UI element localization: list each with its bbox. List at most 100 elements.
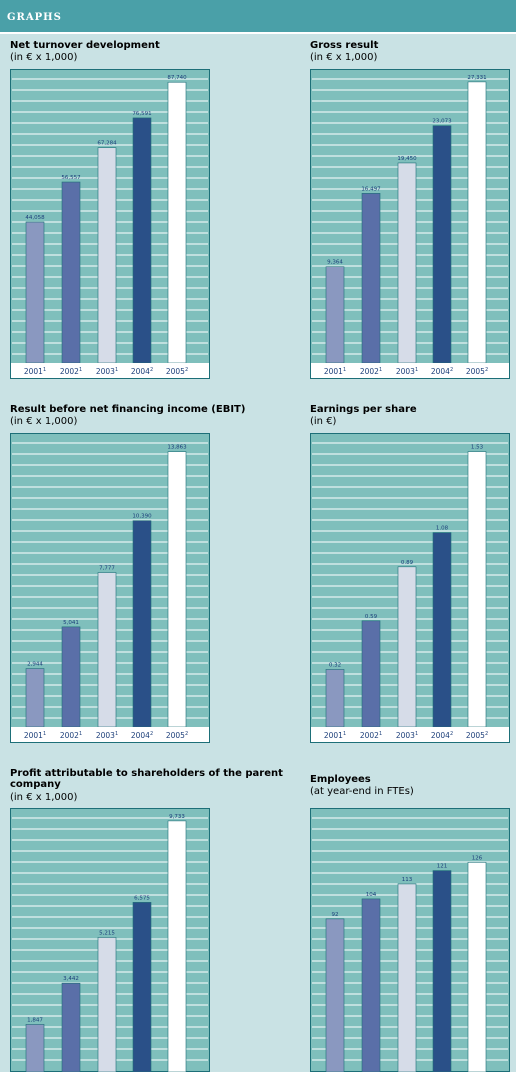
x-tick-superscript: 2 (150, 731, 153, 737)
x-tick-superscript: 2 (450, 731, 453, 737)
bar-2001 (325, 669, 345, 728)
bar-2004 (132, 117, 152, 364)
x-tick-superscript: 1 (79, 731, 82, 737)
bar-2003 (397, 162, 417, 364)
x-tick-superscript: 2 (185, 367, 188, 373)
x-tick-superscript: 1 (115, 367, 118, 373)
data-label: 10,390 (132, 514, 152, 520)
data-label: 23,073 (432, 119, 452, 125)
bar-2005 (167, 81, 187, 364)
data-label: 6,575 (134, 895, 150, 901)
page-title: GRAPHS (7, 12, 62, 23)
data-label: 56,557 (61, 175, 81, 181)
data-label: 9,364 (327, 260, 343, 266)
chart-title: Result before net financing income (EBIT… (10, 404, 246, 415)
data-label: 7,777 (99, 566, 115, 572)
chart-unit: (in €) (310, 416, 337, 427)
data-label: 5,215 (99, 930, 115, 936)
bar-2002 (361, 620, 381, 728)
chart-title: Net turnover development (10, 40, 160, 51)
bar-2005 (167, 451, 187, 728)
data-label: 19,450 (397, 156, 417, 162)
x-tick-superscript: 2 (450, 367, 453, 373)
bar-chart: 2,944 5,041 7,777 10,390 13,863 20011 20021 200… (10, 433, 210, 743)
x-tick-label: 20031 (96, 367, 118, 376)
bar-2002 (361, 898, 381, 1072)
bar-2002 (61, 181, 81, 364)
data-label: 2,944 (27, 662, 43, 668)
x-tick-superscript: 2 (485, 731, 488, 737)
bar-chart: 1,847 3,442 5,215 6,575 9,733 (10, 808, 210, 1072)
bar-2001 (25, 221, 45, 364)
bar-2003 (97, 937, 117, 1072)
x-tick-label: 20011 (324, 367, 346, 376)
x-tick-superscript: 1 (379, 367, 382, 373)
x-tick-label: 20052 (166, 367, 188, 376)
data-label: 87,740 (167, 75, 187, 81)
x-tick-label: 20021 (60, 367, 82, 376)
chart-unit: (in € x 1,000) (310, 52, 378, 63)
bar-2002 (61, 626, 81, 728)
chart-unit: (in € x 1,000) (10, 416, 78, 427)
x-tick-label: 20042 (431, 367, 453, 376)
data-label: 113 (402, 877, 413, 883)
bar-2001 (325, 918, 345, 1072)
x-tick-label: 20031 (96, 731, 118, 740)
x-tick-superscript: 1 (415, 731, 418, 737)
data-label: 27,331 (467, 75, 486, 81)
x-tick-superscript: 1 (115, 731, 118, 737)
bar-2004 (132, 520, 152, 728)
bar-2002 (61, 982, 81, 1072)
x-tick-superscript: 1 (415, 367, 418, 373)
data-label: 9,733 (169, 814, 185, 820)
x-axis-band (311, 727, 509, 742)
bar-2003 (97, 147, 117, 364)
x-axis-band (11, 363, 209, 378)
data-label: 16,497 (361, 186, 381, 192)
data-label: 92 (332, 912, 339, 918)
bar-chart: 92 104 113 121 126 (310, 808, 510, 1072)
bar-chart: 44,058 56,557 67,284 76,591 87,740 20011 20021… (10, 69, 210, 379)
x-tick-label: 20031 (396, 731, 418, 740)
x-tick-superscript: 2 (185, 731, 188, 737)
chart-unit: (in € x 1,000) (10, 792, 78, 803)
data-label: 44,058 (25, 215, 45, 221)
data-label: 126 (472, 855, 483, 861)
x-tick-label: 20021 (60, 731, 82, 740)
x-tick-label: 20011 (24, 731, 46, 740)
bar-2001 (325, 266, 345, 364)
bar-chart: 9,364 16,497 19,450 23,073 27,331 20011 20021 2… (310, 69, 510, 379)
bar-2003 (397, 566, 417, 728)
data-label: 0.59 (365, 614, 378, 620)
data-label: 1.53 (471, 445, 484, 451)
bar-2002 (361, 193, 381, 364)
x-axis-band (311, 363, 509, 378)
bar-2003 (97, 572, 117, 728)
x-tick-label: 20052 (166, 731, 188, 740)
x-tick-label: 20021 (360, 731, 382, 740)
x-tick-label: 20052 (466, 367, 488, 376)
x-tick-superscript: 1 (43, 731, 46, 737)
x-tick-label: 20042 (131, 731, 153, 740)
data-label: 3,442 (63, 976, 79, 982)
bar-2005 (167, 820, 187, 1072)
x-tick-label: 20052 (466, 731, 488, 740)
bar-2004 (432, 125, 452, 364)
header-divider (0, 32, 516, 34)
chart-title: Employees (310, 774, 371, 785)
data-label: 76,591 (132, 111, 151, 117)
x-tick-label: 20042 (431, 731, 453, 740)
bar-2001 (25, 668, 45, 728)
x-tick-label: 20031 (396, 367, 418, 376)
x-axis-band (11, 727, 209, 742)
x-tick-superscript: 1 (343, 367, 346, 373)
bar-2004 (432, 532, 452, 728)
bar-2003 (397, 883, 417, 1072)
bar-2004 (132, 902, 152, 1072)
bar-2001 (25, 1024, 45, 1072)
chart-unit: (at year-end in FTEs) (310, 786, 414, 797)
page-header: GRAPHS (0, 0, 516, 32)
x-tick-label: 20021 (360, 367, 382, 376)
bar-2004 (432, 870, 452, 1072)
data-label: 5,041 (63, 620, 79, 626)
